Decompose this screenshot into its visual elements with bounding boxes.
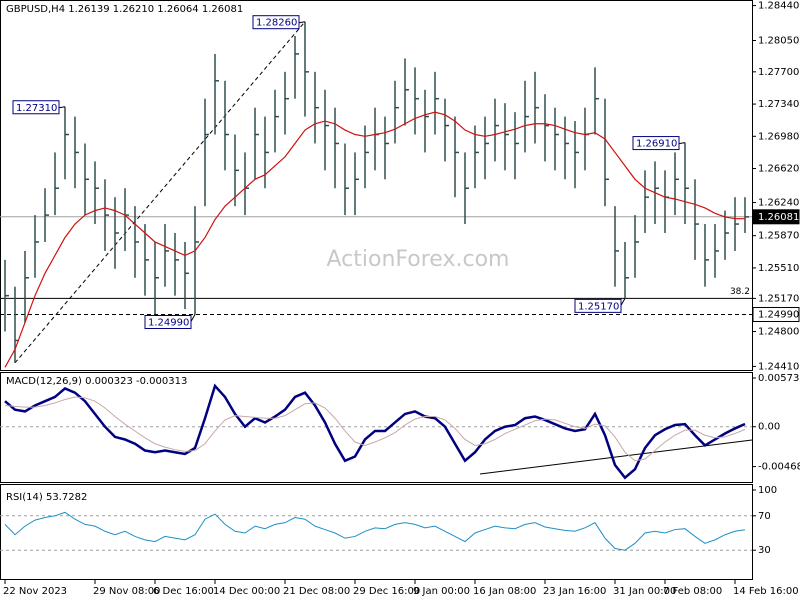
annotation-connector <box>190 314 196 322</box>
price-pane-frame <box>0 0 753 371</box>
annotation-box <box>12 100 60 115</box>
watermark: ActionForex.com <box>327 247 510 272</box>
trend-line <box>14 21 306 364</box>
price-tag-label: 1.24990 <box>758 309 799 320</box>
price-tag <box>752 209 800 225</box>
pane-title: RSI(14) 53.7282 <box>6 492 87 503</box>
x-tick-label: 16 Jan 08:00 <box>473 586 536 597</box>
indicator-line <box>4 396 746 462</box>
annotation-label: 1.24990 <box>148 317 189 328</box>
annotation-connector <box>58 106 66 109</box>
y-tick-label: 0.00 <box>758 422 780 433</box>
annotation-box <box>632 136 680 151</box>
y-tick-label: 1.26980 <box>758 131 799 142</box>
annotation-label: 1.27310 <box>16 103 57 114</box>
y-tick-label: 1.24410 <box>758 361 799 372</box>
annotation-box <box>144 314 192 329</box>
y-tick-label: 30 <box>758 545 771 556</box>
y-tick-label: 1.25170 <box>758 293 799 304</box>
x-tick-label: 29 Nov 08:00 <box>93 586 160 597</box>
y-tick-label: 1.28440 <box>758 1 799 12</box>
x-tick-label: 6 Dec 16:00 <box>153 586 214 597</box>
annotation-connector <box>678 142 686 145</box>
x-tick-label: 21 Dec 08:00 <box>283 586 350 597</box>
y-tick-label: 70 <box>758 511 771 522</box>
rsi-pane-frame <box>0 484 753 580</box>
annotation-box <box>574 298 622 313</box>
x-tick-label: 14 Feb 16:00 <box>733 586 799 597</box>
annotation-label: 1.26910 <box>636 139 677 150</box>
y-tick-label: -0.004685 <box>758 462 800 473</box>
y-tick-label: 0.00573 <box>758 373 799 384</box>
y-tick-label: 100 <box>758 485 777 496</box>
price-tag-label: 1.26081 <box>758 212 799 223</box>
annotation-label: 1.25170 <box>578 301 619 312</box>
x-tick-label: 7 Feb 08:00 <box>663 586 722 597</box>
pane-title: MACD(12,26,9) 0.000323 -0.000313 <box>6 376 187 387</box>
y-tick-label: 1.25510 <box>758 263 799 274</box>
y-tick-label: 1.24800 <box>758 326 799 337</box>
moving-average <box>4 111 745 368</box>
x-tick-label: 22 Nov 2023 <box>3 586 67 597</box>
y-tick-label: 1.25870 <box>758 231 799 242</box>
y-tick-label: 1.26240 <box>758 198 799 209</box>
indicator-line <box>4 511 746 551</box>
price-tag <box>752 306 800 322</box>
y-tick-label: 1.27340 <box>758 99 799 110</box>
x-tick-label: 29 Dec 16:00 <box>353 586 420 597</box>
x-tick-label: 31 Jan 00:00 <box>613 586 676 597</box>
y-tick-label: 1.27700 <box>758 67 799 78</box>
macd-pane-frame <box>0 372 753 483</box>
y-tick-label: 1.26620 <box>758 164 799 175</box>
x-tick-label: 23 Jan 16:00 <box>543 586 606 597</box>
indicator-line <box>4 383 746 480</box>
pane-title: GBPUSD,H4 1.26139 1.26210 1.26064 1.2608… <box>6 4 243 15</box>
x-tick-label: 14 Dec 00:00 <box>213 586 280 597</box>
x-tick-label: 9 Jan 00:00 <box>413 586 470 597</box>
fib-label: 38.2 <box>730 287 750 297</box>
annotation-connector <box>298 21 306 24</box>
annotation-connector <box>620 298 626 306</box>
y-tick-label: 1.28050 <box>758 36 799 47</box>
annotation-box <box>252 15 300 30</box>
annotation-label: 1.28260 <box>256 18 297 29</box>
